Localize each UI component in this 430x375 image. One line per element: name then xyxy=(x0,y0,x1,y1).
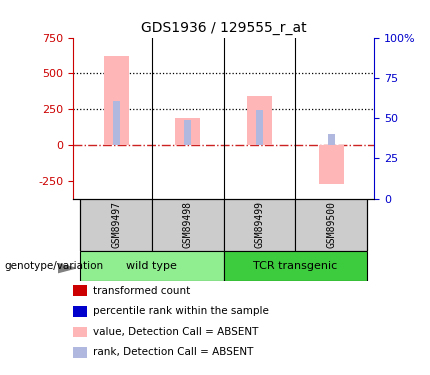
Text: percentile rank within the sample: percentile rank within the sample xyxy=(93,306,269,316)
Bar xyxy=(319,145,344,184)
Bar xyxy=(80,199,152,251)
Text: GSM89499: GSM89499 xyxy=(255,201,264,249)
Bar xyxy=(295,199,367,251)
Bar xyxy=(224,251,367,281)
Text: wild type: wild type xyxy=(126,261,177,271)
Bar xyxy=(328,134,335,145)
Bar xyxy=(104,56,129,145)
Bar xyxy=(152,199,224,251)
Text: GSM89497: GSM89497 xyxy=(111,201,121,249)
Text: value, Detection Call = ABSENT: value, Detection Call = ABSENT xyxy=(93,327,259,337)
Bar xyxy=(175,118,200,145)
Text: rank, Detection Call = ABSENT: rank, Detection Call = ABSENT xyxy=(93,348,254,357)
Title: GDS1936 / 129555_r_at: GDS1936 / 129555_r_at xyxy=(141,21,307,35)
Text: genotype/variation: genotype/variation xyxy=(4,261,104,271)
Text: transformed count: transformed count xyxy=(93,286,190,296)
Polygon shape xyxy=(58,264,75,273)
Bar xyxy=(80,251,224,281)
Text: TCR transgenic: TCR transgenic xyxy=(253,261,338,271)
Bar xyxy=(256,110,263,145)
Bar xyxy=(247,96,272,145)
Bar xyxy=(224,199,295,251)
Text: GSM89498: GSM89498 xyxy=(183,201,193,249)
Text: GSM89500: GSM89500 xyxy=(326,201,336,249)
Bar xyxy=(184,120,191,145)
Bar xyxy=(113,101,120,145)
